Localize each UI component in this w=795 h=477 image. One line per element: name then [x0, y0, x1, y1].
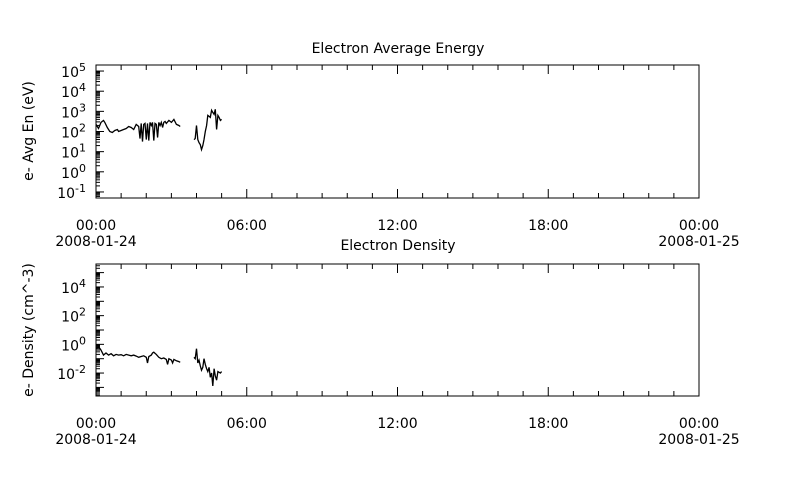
density-title: Electron Density — [340, 238, 455, 254]
energy-xtick-time: 18:00 — [528, 218, 568, 234]
energy-series-line-0 — [95, 118, 181, 142]
density-xtick-date: 2008-01-24 — [55, 432, 136, 448]
energy-ytick-base: 10 — [61, 85, 79, 101]
density-ytick-exp: 2 — [79, 306, 86, 319]
energy-ylabel: e- Avg En (eV) — [21, 81, 37, 181]
energy-xtick-date: 2008-01-24 — [55, 234, 136, 250]
energy-title: Electron Average Energy — [312, 41, 485, 57]
energy-xtick-time: 12:00 — [377, 218, 417, 234]
energy-ytick-label: 105 — [61, 61, 86, 81]
energy-ytick-exp: 5 — [79, 61, 86, 74]
energy-plot-frame — [95, 64, 700, 199]
density-ytick-label: 104 — [61, 277, 86, 297]
energy-ytick-exp: 2 — [79, 122, 86, 135]
density-xtick-time: 06:00 — [227, 416, 267, 432]
energy-xtick-time: 00:00 — [679, 218, 719, 234]
density-series-line-0 — [95, 345, 181, 365]
density-xtick-time: 00:00 — [76, 416, 116, 432]
energy-ytick-label: 104 — [61, 81, 86, 101]
energy-series-line-1 — [193, 108, 223, 152]
energy-ytick-base: 10 — [61, 65, 79, 81]
energy-ytick-exp: -1 — [75, 182, 86, 195]
energy-ytick-label: 101 — [61, 142, 86, 162]
energy-ytick-exp: 3 — [79, 101, 86, 114]
energy-ytick-base: 10 — [61, 105, 79, 121]
density-ytick-label: 10-2 — [57, 363, 86, 383]
energy-ytick-base: 10 — [61, 166, 79, 182]
density-ytick-base: 10 — [61, 310, 79, 326]
density-ytick-label: 100 — [61, 334, 86, 354]
energy-xtick-date: 2008-01-25 — [658, 234, 739, 250]
density-xtick-date: 2008-01-25 — [658, 432, 739, 448]
density-ytick-exp: 4 — [79, 277, 86, 290]
energy-panel: Electron Average Energy e- Avg En (eV) 1… — [21, 41, 740, 250]
energy-xtick-time: 06:00 — [227, 218, 267, 234]
energy-ytick-label: 10-1 — [57, 182, 86, 202]
energy-ytick-label: 102 — [61, 122, 86, 142]
density-ytick-exp: 0 — [79, 334, 86, 347]
density-panel: Electron Density e- Density (cm^-3) 1041… — [21, 238, 740, 448]
density-ytick-label: 102 — [61, 306, 86, 326]
energy-series — [95, 108, 223, 152]
density-ylabel: e- Density (cm^-3) — [21, 263, 37, 397]
density-xtick-time: 12:00 — [377, 416, 417, 432]
density-series-line-1 — [193, 348, 223, 387]
energy-ytick-base: 10 — [61, 126, 79, 142]
energy-ytick-exp: 0 — [79, 162, 86, 175]
density-ytick-base: 10 — [57, 367, 75, 383]
density-xtick-time: 18:00 — [528, 416, 568, 432]
energy-ytick-exp: 1 — [79, 142, 86, 155]
energy-ytick-base: 10 — [57, 186, 75, 202]
density-ytick-base: 10 — [61, 281, 79, 297]
energy-ytick-base: 10 — [61, 146, 79, 162]
density-xtick-time: 00:00 — [679, 416, 719, 432]
energy-ytick-label: 100 — [61, 162, 86, 182]
energy-xtick-time: 00:00 — [76, 218, 116, 234]
density-ytick-exp: -2 — [75, 363, 86, 376]
energy-ytick-label: 103 — [61, 101, 86, 121]
energy-ytick-exp: 4 — [79, 81, 86, 94]
density-series — [95, 345, 223, 387]
density-ytick-base: 10 — [61, 338, 79, 354]
density-plot-frame — [95, 263, 700, 397]
